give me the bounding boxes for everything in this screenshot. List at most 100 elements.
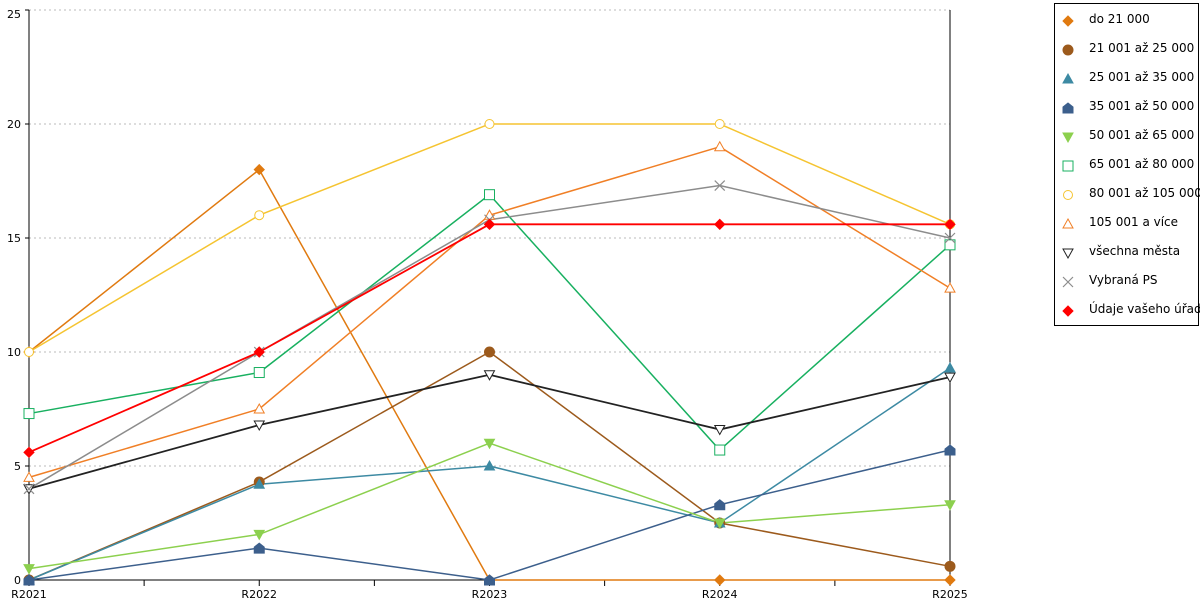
data-point xyxy=(944,361,956,373)
y-tick-label: 15 xyxy=(7,232,21,245)
legend-label: Údaje vašeho úřadu xyxy=(1089,302,1200,316)
data-point xyxy=(484,574,495,586)
x-tick-label: R2024 xyxy=(702,588,738,600)
data-point xyxy=(944,218,956,231)
data-point xyxy=(714,218,726,231)
legend-label: 80 001 až 105 000 xyxy=(1089,186,1200,200)
legend-item: 25 001 až 35 000 xyxy=(1055,68,1198,88)
data-point xyxy=(23,574,35,586)
legend-item: do 21 000 xyxy=(1055,10,1198,30)
x-tick-label: R2025 xyxy=(932,588,968,600)
data-point xyxy=(1062,217,1074,229)
legend-item: 21 001 až 25 000 xyxy=(1055,39,1198,59)
legend-item: 35 001 až 50 000 xyxy=(1055,97,1198,117)
y-tick-label: 10 xyxy=(7,346,21,359)
data-point xyxy=(714,444,726,456)
data-point xyxy=(253,367,265,379)
legend-label: Vybraná PS xyxy=(1089,273,1158,287)
data-point xyxy=(254,210,265,221)
series-markers xyxy=(23,119,956,586)
legend-item: 65 001 až 80 000 xyxy=(1055,155,1198,175)
data-point xyxy=(1062,160,1074,172)
data-point xyxy=(1062,248,1074,260)
legend-label: 25 001 až 35 000 xyxy=(1089,70,1195,84)
x-tick-label: R2022 xyxy=(241,588,277,600)
data-point xyxy=(483,218,496,231)
legend-item: Vybraná PS xyxy=(1055,271,1198,291)
legend-item: Údaje vašeho úřadu xyxy=(1055,300,1200,320)
series-line xyxy=(28,193,951,452)
legend-marker xyxy=(1062,72,1074,84)
data-point xyxy=(483,459,496,471)
tick-labels: 0 5 10 15 20 25 R2021 R2022 R2023 R2024 R2025 xyxy=(7,8,968,600)
legend-label: 21 001 až 25 000 xyxy=(1089,41,1195,55)
data-point xyxy=(1062,15,1074,27)
data-point xyxy=(253,420,266,431)
data-point xyxy=(714,180,726,191)
data-point xyxy=(253,529,266,541)
axes xyxy=(25,9,951,586)
data-point xyxy=(253,542,265,554)
legend-label: 50 001 až 65 000 xyxy=(1089,128,1195,142)
data-point xyxy=(714,574,726,586)
legend-marker xyxy=(1062,217,1074,229)
data-point xyxy=(1062,72,1074,84)
x-tick-label: R2023 xyxy=(472,588,508,600)
data-point xyxy=(1062,276,1074,288)
data-point xyxy=(1062,132,1074,144)
data-point xyxy=(23,483,35,495)
legend-marker xyxy=(1062,276,1074,288)
legend-marker xyxy=(1062,248,1074,260)
legend-label: 35 001 až 50 000 xyxy=(1089,99,1195,113)
y-tick-label: 0 xyxy=(14,574,21,587)
legend-item: 80 001 až 105 000 xyxy=(1055,184,1200,204)
legend-item: 50 001 až 65 000 xyxy=(1055,126,1198,146)
y-tick-label: 5 xyxy=(14,460,21,473)
data-point xyxy=(713,425,726,436)
data-point xyxy=(23,564,35,575)
legend-marker xyxy=(1062,160,1074,172)
data-point xyxy=(944,560,956,572)
data-point xyxy=(713,140,726,152)
legend-marker xyxy=(1062,15,1074,27)
data-point xyxy=(484,346,495,358)
data-point xyxy=(253,163,265,176)
data-point xyxy=(23,446,35,459)
data-point xyxy=(944,232,956,244)
x-tick-label: R2021 xyxy=(11,588,47,600)
data-point xyxy=(944,500,956,511)
data-point xyxy=(484,189,495,201)
data-point xyxy=(713,518,726,530)
data-point xyxy=(944,239,956,251)
data-point xyxy=(714,499,726,511)
data-point xyxy=(483,438,496,450)
series-line xyxy=(28,223,950,454)
gridlines xyxy=(29,9,950,467)
data-point xyxy=(944,282,956,293)
data-point xyxy=(483,370,496,381)
legend-marker xyxy=(1062,102,1074,114)
data-point xyxy=(944,574,956,586)
legend-marker xyxy=(1062,132,1074,144)
legend-label: všechna města xyxy=(1089,244,1181,258)
data-point xyxy=(24,347,34,357)
legend-marker xyxy=(1063,190,1073,200)
legend: do 21 000 21 001 až 25 000 25 001 až 35 00… xyxy=(1054,3,1200,326)
data-point xyxy=(944,444,956,456)
legend-label: 105 001 a více xyxy=(1089,215,1179,229)
data-point xyxy=(23,408,35,420)
data-point xyxy=(23,471,35,482)
data-point xyxy=(253,478,266,489)
y-tick-label: 25 xyxy=(7,8,21,21)
y-tick-label: 20 xyxy=(7,118,21,131)
data-point xyxy=(944,372,956,384)
legend-item: 105 001 a více xyxy=(1055,213,1198,233)
data-point xyxy=(1062,44,1074,56)
data-point xyxy=(253,346,265,358)
data-point xyxy=(714,119,725,129)
legend-marker xyxy=(1062,44,1074,56)
data-point xyxy=(1062,305,1074,317)
legend-label: 65 001 až 80 000 xyxy=(1089,157,1195,171)
data-point xyxy=(253,402,266,414)
